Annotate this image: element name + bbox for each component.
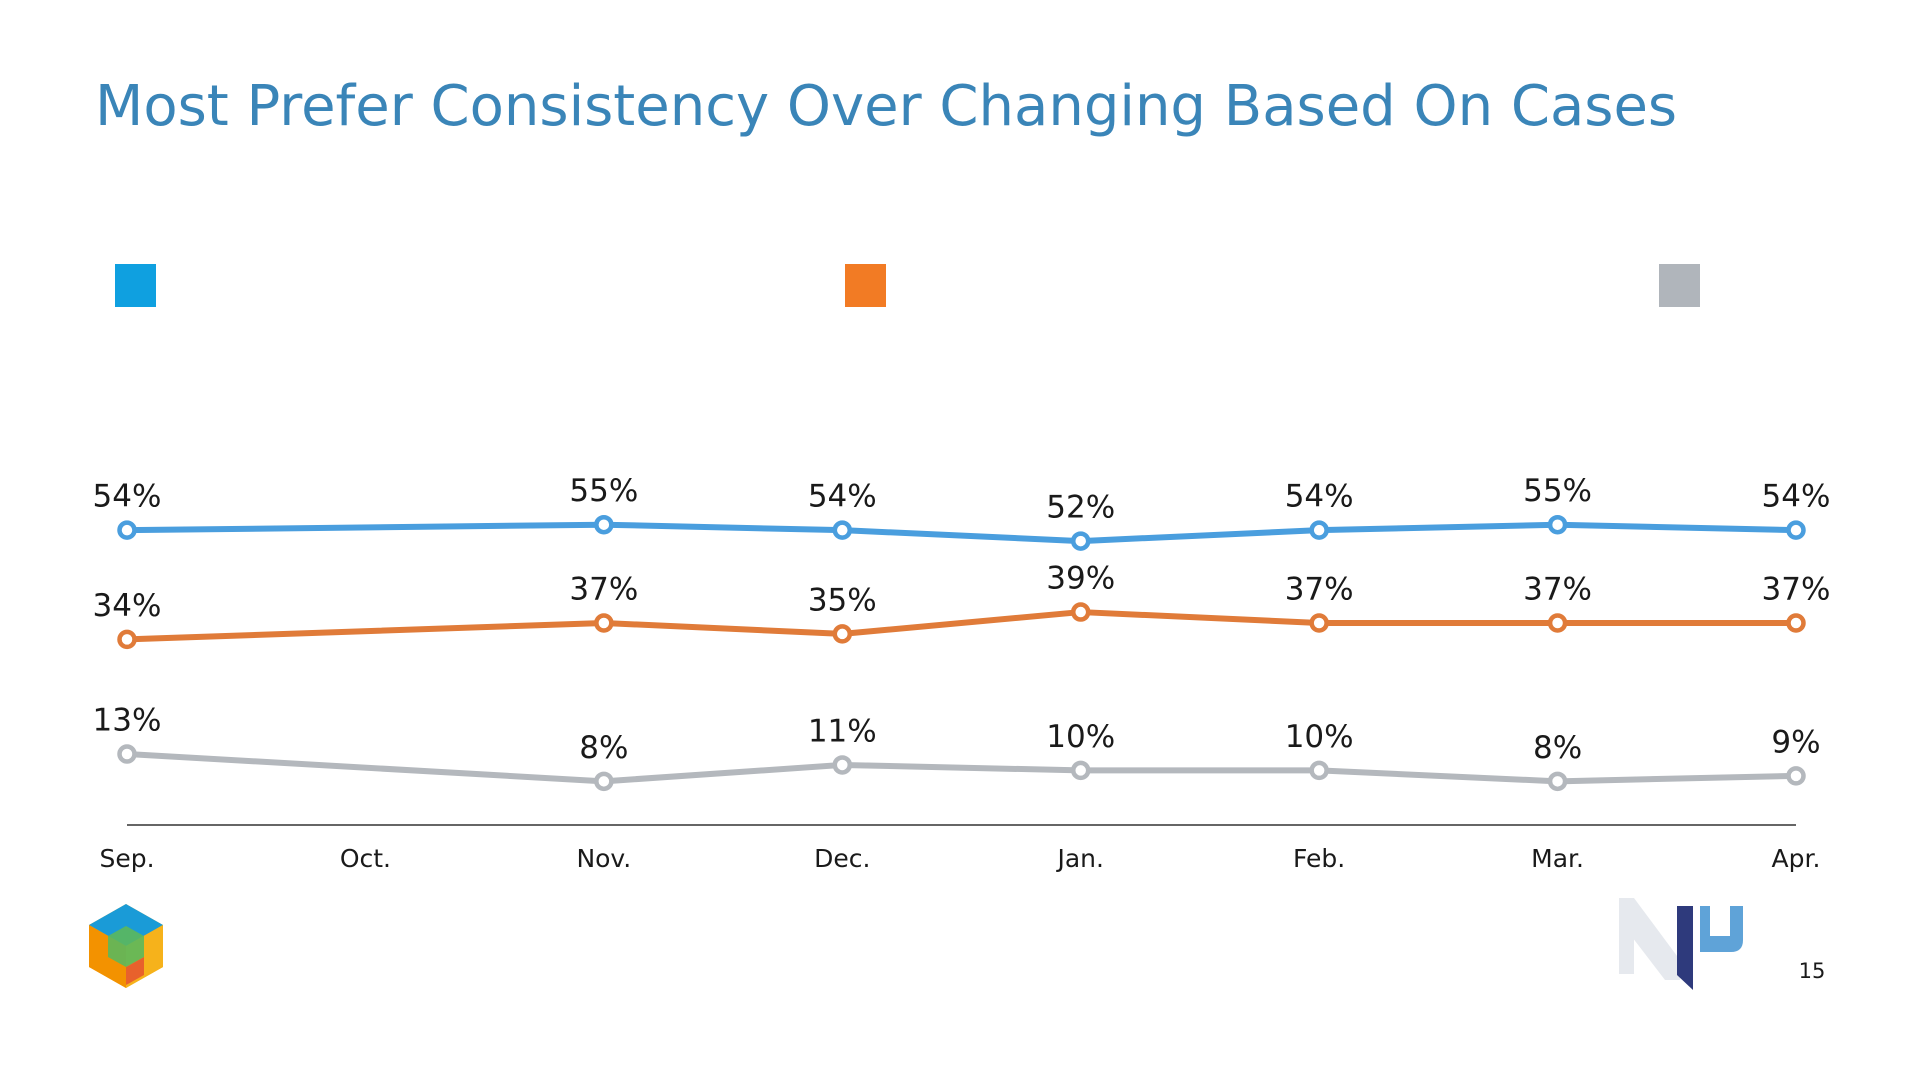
data-label: 35%: [808, 582, 877, 618]
page-number: 15: [1799, 959, 1826, 983]
data-label: 52%: [1046, 490, 1115, 526]
data-label: 13%: [93, 703, 162, 739]
series-line: [126, 609, 1796, 643]
data-point: [594, 771, 614, 792]
x-tick-label: Jan.: [1055, 844, 1103, 873]
data-point: [1309, 613, 1329, 633]
data-label: 54%: [1285, 479, 1354, 515]
chart-title: Most Prefer Consistency Over Changing Ba…: [95, 74, 1677, 139]
x-tick-label: Mar.: [1531, 844, 1584, 873]
data-point: [117, 520, 137, 540]
x-tick-label: Feb.: [1293, 844, 1345, 873]
data-point: [1547, 613, 1568, 633]
data-point: [832, 755, 853, 775]
data-point: [1070, 602, 1091, 622]
data-point: [1547, 771, 1568, 792]
series-line: [126, 521, 1797, 545]
data-point: [1070, 531, 1091, 551]
data-point: [594, 514, 614, 535]
data-point: [594, 613, 614, 633]
data-point: [117, 629, 137, 650]
data-label: 37%: [569, 571, 638, 607]
legend-swatch: [845, 264, 886, 307]
data-label: 54%: [1762, 479, 1831, 515]
data-label: 9%: [1771, 724, 1820, 760]
data-point: [117, 744, 137, 764]
data-label: 8%: [579, 730, 628, 766]
x-tick-label: Sep.: [99, 844, 154, 873]
x-tick-label: Nov.: [576, 844, 631, 873]
data-label: 37%: [1762, 571, 1831, 607]
data-label: 10%: [1285, 719, 1354, 755]
np-logo: [1619, 898, 1743, 990]
data-label: 55%: [569, 473, 638, 509]
data-label: 54%: [93, 479, 162, 515]
data-label: 8%: [1533, 730, 1582, 766]
x-tick-label: Oct.: [340, 844, 391, 873]
data-label: 39%: [1046, 561, 1115, 597]
data-label: 37%: [1523, 571, 1592, 607]
legend-swatch: [115, 264, 156, 307]
data-label: 11%: [808, 713, 877, 749]
data-point: [1786, 766, 1806, 786]
data-label: 37%: [1285, 571, 1354, 607]
data-label: 55%: [1523, 473, 1592, 509]
x-tick-label: Dec.: [814, 844, 870, 873]
x-tick-label: Apr.: [1772, 844, 1821, 873]
data-label: 10%: [1046, 719, 1115, 755]
data-point: [1070, 760, 1091, 781]
legend-swatch: [1659, 264, 1700, 307]
data-point: [1786, 613, 1806, 633]
data-label: 54%: [808, 479, 877, 515]
data-label: 34%: [93, 588, 162, 624]
cube-logo: [89, 904, 163, 988]
data-point: [1786, 520, 1806, 540]
data-point: [1309, 760, 1329, 781]
data-point: [1309, 520, 1329, 540]
data-point: [832, 520, 853, 540]
data-point: [832, 624, 853, 644]
data-point: [1547, 514, 1568, 535]
